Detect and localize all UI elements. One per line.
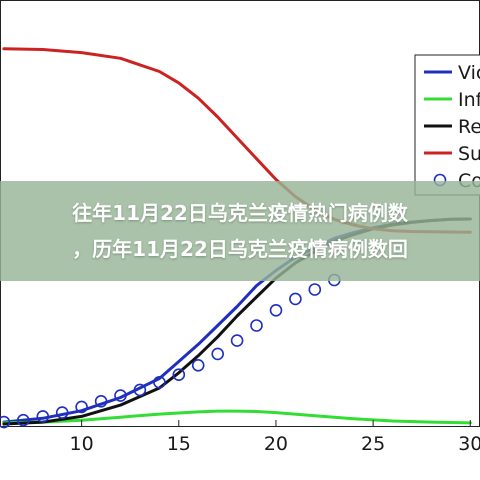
data-point [289, 292, 302, 306]
data-point [250, 319, 263, 332]
banner-line-2: ，历年11月22日乌克兰疫情病例数回 [72, 237, 408, 261]
legend-label: Vic [458, 62, 480, 84]
data-point [230, 334, 244, 347]
x-tick-label: 30 [458, 433, 480, 455]
data-point [55, 406, 69, 419]
banner-line-1: 往年11月22日乌克兰疫情热门病例数 [72, 201, 408, 225]
data-point [172, 368, 186, 382]
legend-items: VicInfReSuCo [424, 62, 480, 192]
legend-label: Su [458, 143, 480, 165]
x-tick-label: 15 [167, 433, 191, 455]
title-banner: 往年11月22日乌克兰疫情热门病例数 ，历年11月22日乌克兰疫情病例数回 [0, 181, 480, 281]
x-axis: 10 15 20 25 30 [70, 420, 480, 455]
data-point [133, 383, 147, 397]
legend-label: Re [458, 116, 480, 138]
x-tick-label: 10 [70, 433, 94, 455]
data-point [16, 413, 30, 427]
data-point [269, 303, 283, 317]
data-point [308, 283, 322, 296]
x-tick-label: 25 [361, 433, 385, 455]
legend: VicInfReSuCo [414, 54, 480, 196]
data-point [94, 394, 108, 408]
data-point [153, 375, 166, 389]
data-point [191, 358, 205, 372]
data-point [211, 347, 224, 361]
data-point [0, 415, 11, 429]
data-point [36, 410, 50, 423]
legend-label: Inf [458, 89, 480, 111]
series-line-2 [2, 409, 472, 425]
x-tick-label: 20 [264, 433, 288, 455]
data-point [75, 400, 88, 414]
data-point [114, 389, 127, 402]
